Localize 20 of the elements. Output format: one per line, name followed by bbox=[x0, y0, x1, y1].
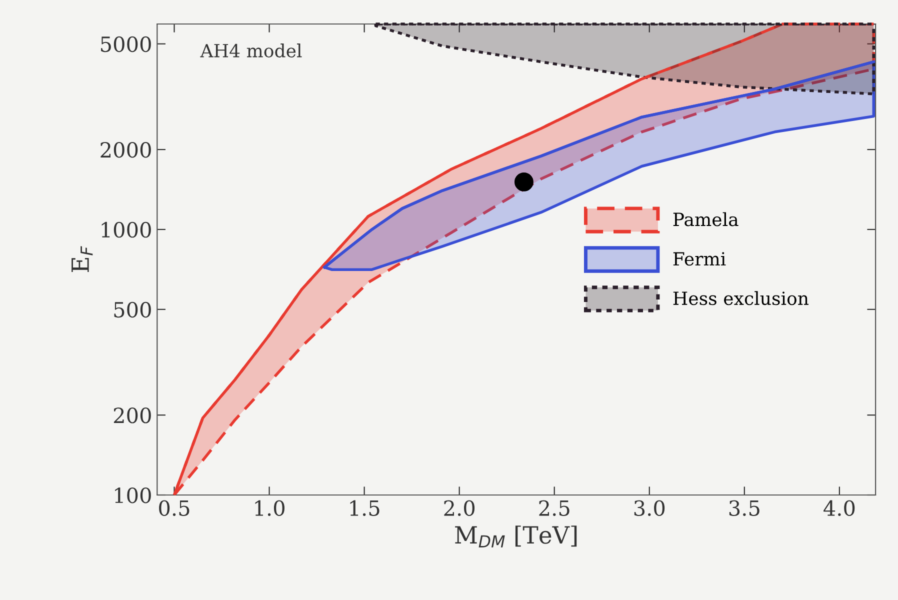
x-tick-label: 2.0 bbox=[444, 500, 475, 516]
legend-label: Hess exclusion bbox=[673, 291, 809, 306]
x-tick-label: 4.0 bbox=[824, 500, 855, 516]
y-tick-label: 2000 bbox=[100, 142, 151, 158]
legend-label: Pamela bbox=[673, 212, 738, 226]
x-tick-label: 1.5 bbox=[350, 500, 380, 516]
x-tick-label: 1.0 bbox=[255, 500, 284, 516]
x-tick-label: 3.0 bbox=[634, 500, 665, 516]
y-tick-label: 100 bbox=[115, 487, 151, 504]
x-axis-title: M$_{DM}$ [TeV] bbox=[455, 526, 577, 548]
y-tick-label: 1000 bbox=[102, 222, 151, 238]
x-tick-label: 2.5 bbox=[539, 500, 570, 516]
x-tick-label: 0.5 bbox=[159, 500, 190, 516]
y-tick-label: 5000 bbox=[101, 36, 151, 52]
y-tick-label: 200 bbox=[114, 408, 151, 424]
y-axis-title: E$_{F}$ bbox=[72, 246, 93, 272]
legend-label: Fermi bbox=[673, 252, 726, 266]
annotation: AH4 model bbox=[200, 44, 302, 58]
x-tick-label: 3.5 bbox=[729, 500, 760, 516]
y-tick-label: 500 bbox=[114, 302, 151, 318]
